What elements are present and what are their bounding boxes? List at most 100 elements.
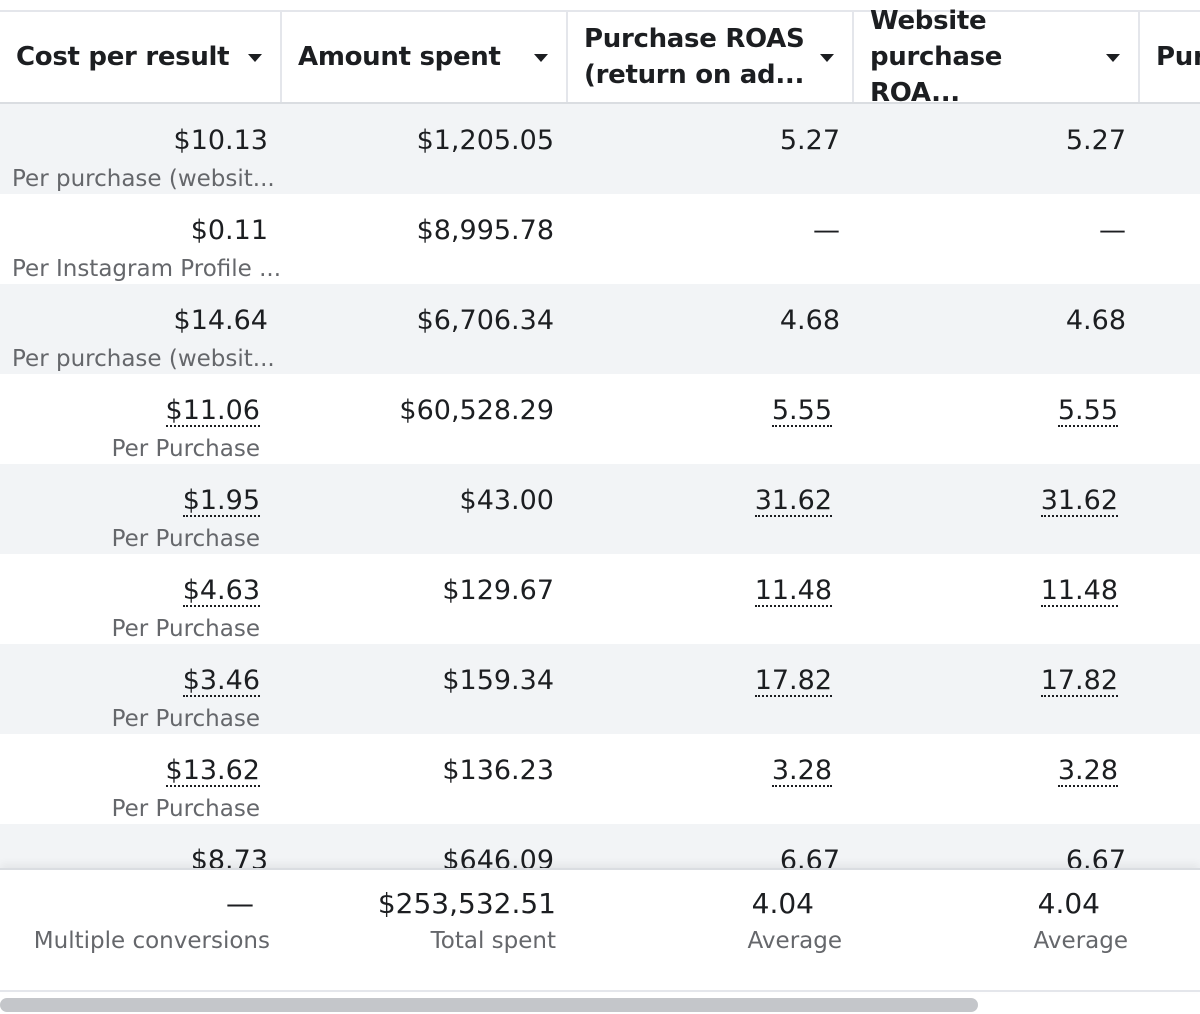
summary-caption: Total spent: [430, 928, 556, 954]
cell-value[interactable]: 17.82: [754, 665, 832, 697]
cell-value: 4.68: [779, 305, 840, 336]
table-row[interactable]: $13.62 Per Purchase $136.23 3.28 3.28: [0, 734, 1200, 824]
summary-caption: Multiple conversions: [33, 928, 270, 954]
cell-cost-per-result: $10.13 Per purchase (websit...: [0, 104, 282, 194]
cell-value[interactable]: 5.55: [1057, 395, 1118, 427]
cell-value: $646.09: [442, 845, 554, 868]
cell-purchase-roas: 17.82: [568, 644, 854, 734]
cell-website-purchase-roas: 6.67: [854, 824, 1140, 868]
cell-value[interactable]: 3.28: [771, 755, 832, 787]
cell-value: $159.34: [442, 665, 554, 696]
table-body: $10.13 Per purchase (websit... $1,205.05 5.…: [0, 104, 1200, 868]
table-row[interactable]: $11.06 Per Purchase $60,528.29 5.55 5.55: [0, 374, 1200, 464]
cell-amount-spent: $8,995.78: [282, 194, 568, 284]
cell-value[interactable]: $1.95: [182, 485, 260, 517]
cell-amount-spent: $136.23: [282, 734, 568, 824]
cell-amount-spent: $159.34: [282, 644, 568, 734]
horizontal-scrollbar[interactable]: [0, 998, 978, 1012]
column-header-purchases-partial[interactable]: Pur: [1140, 12, 1200, 102]
column-header-amount-spent[interactable]: Amount spent: [282, 12, 568, 102]
summary-value: 4.04: [1037, 887, 1100, 920]
cell-value: $0.11: [190, 215, 268, 246]
table-row[interactable]: $8.73 $646.09 6.67 6.67: [0, 824, 1200, 868]
cell-value[interactable]: 3.28: [1057, 755, 1118, 787]
result-type-caption: Per Purchase: [111, 436, 260, 462]
result-type-caption: Per purchase (websit...: [12, 346, 275, 372]
cell-value: $136.23: [442, 755, 554, 786]
summary-caption: Average: [747, 928, 842, 954]
cell-value: $1,205.05: [416, 125, 554, 156]
cell-value[interactable]: 17.82: [1040, 665, 1118, 697]
cell-value[interactable]: $4.63: [182, 575, 260, 607]
cell-amount-spent: $43.00: [282, 464, 568, 554]
cell-website-purchase-roas: 17.82: [854, 644, 1140, 734]
result-type-caption: Per Instagram Profile ...: [12, 256, 282, 282]
cell-value: 5.27: [779, 125, 840, 156]
cell-website-purchase-roas: 31.62: [854, 464, 1140, 554]
sort-caret-icon[interactable]: [1106, 54, 1120, 62]
summary-value: $253,532.51: [377, 887, 556, 920]
cell-website-purchase-roas: 5.55: [854, 374, 1140, 464]
cell-purchase-roas: 6.67: [568, 824, 854, 868]
cell-value: 6.67: [1065, 845, 1126, 868]
result-type-caption: Per Purchase: [111, 706, 260, 732]
cell-website-purchase-roas: 11.48: [854, 554, 1140, 644]
column-header-label: Cost per result: [16, 42, 230, 72]
result-type-caption: Per Purchase: [111, 616, 260, 642]
column-header-purchase-roas[interactable]: Purchase ROAS (return on ad...: [568, 12, 854, 102]
cell-amount-spent: $646.09: [282, 824, 568, 868]
cell-value: 5.27: [1065, 125, 1126, 156]
cell-value: 6.67: [779, 845, 840, 868]
column-header-cost-per-result[interactable]: Cost per result: [0, 12, 282, 102]
cell-value: —: [813, 215, 840, 246]
cell-value: —: [1099, 215, 1126, 246]
cell-value: $6,706.34: [416, 305, 554, 336]
column-header-label: Amount spent: [298, 42, 501, 72]
cell-amount-spent: $6,706.34: [282, 284, 568, 374]
cell-value[interactable]: 11.48: [1040, 575, 1118, 607]
cell-value: $129.67: [442, 575, 554, 606]
cell-amount-spent: $60,528.29: [282, 374, 568, 464]
cell-value[interactable]: $3.46: [182, 665, 260, 697]
sort-caret-icon[interactable]: [534, 54, 548, 62]
cell-cost-per-result: $13.62 Per Purchase: [0, 734, 282, 824]
cell-value: $14.64: [173, 305, 268, 336]
cell-purchase-roas: 5.55: [568, 374, 854, 464]
cell-value: $10.13: [173, 125, 268, 156]
cell-value[interactable]: 31.62: [754, 485, 832, 517]
cell-purchase-roas: 3.28: [568, 734, 854, 824]
cell-value: $60,528.29: [399, 395, 554, 426]
table-row[interactable]: $3.46 Per Purchase $159.34 17.82 17.82: [0, 644, 1200, 734]
sort-caret-icon[interactable]: [248, 54, 262, 62]
table-row[interactable]: $0.11 Per Instagram Profile ... $8,995.78 —…: [0, 194, 1200, 284]
cell-cost-per-result: $8.73: [0, 824, 282, 868]
cell-value: 4.68: [1065, 305, 1126, 336]
table-row[interactable]: $4.63 Per Purchase $129.67 11.48 11.48: [0, 554, 1200, 644]
cell-cost-per-result: $11.06 Per Purchase: [0, 374, 282, 464]
summary-cost-per-result: — Multiple conversions: [0, 870, 282, 990]
table-row[interactable]: $14.64 Per purchase (websit... $6,706.34 4.…: [0, 284, 1200, 374]
column-header-label: Website purchase ROA...: [870, 6, 1003, 108]
cell-value[interactable]: 11.48: [754, 575, 832, 607]
table-row[interactable]: $10.13 Per purchase (websit... $1,205.05 5.…: [0, 104, 1200, 194]
column-header-label: Purchase ROAS (return on ad...: [584, 24, 805, 90]
column-header-website-purchase-roas[interactable]: Website purchase ROA...: [854, 6, 1140, 108]
cell-website-purchase-roas: 3.28: [854, 734, 1140, 824]
cell-cost-per-result: $3.46 Per Purchase: [0, 644, 282, 734]
summary-purchase-roas: 4.04 Average: [568, 870, 854, 990]
cell-cost-per-result: $1.95 Per Purchase: [0, 464, 282, 554]
summary-caption: Average: [1033, 928, 1128, 954]
table-row[interactable]: $1.95 Per Purchase $43.00 31.62 31.62: [0, 464, 1200, 554]
sort-caret-icon[interactable]: [820, 54, 834, 62]
cell-amount-spent: $129.67: [282, 554, 568, 644]
cell-purchase-roas: 11.48: [568, 554, 854, 644]
cell-value[interactable]: $11.06: [165, 395, 260, 427]
result-type-caption: Per Purchase: [111, 796, 260, 822]
summary-value: —: [226, 887, 254, 920]
cell-website-purchase-roas: —: [854, 194, 1140, 284]
summary-website-purchase-roas: 4.04 Average: [854, 870, 1140, 990]
cell-value[interactable]: 5.55: [771, 395, 832, 427]
cell-value[interactable]: $13.62: [165, 755, 260, 787]
cell-value[interactable]: 31.62: [1040, 485, 1118, 517]
summary-amount-spent: $253,532.51 Total spent: [282, 870, 568, 990]
